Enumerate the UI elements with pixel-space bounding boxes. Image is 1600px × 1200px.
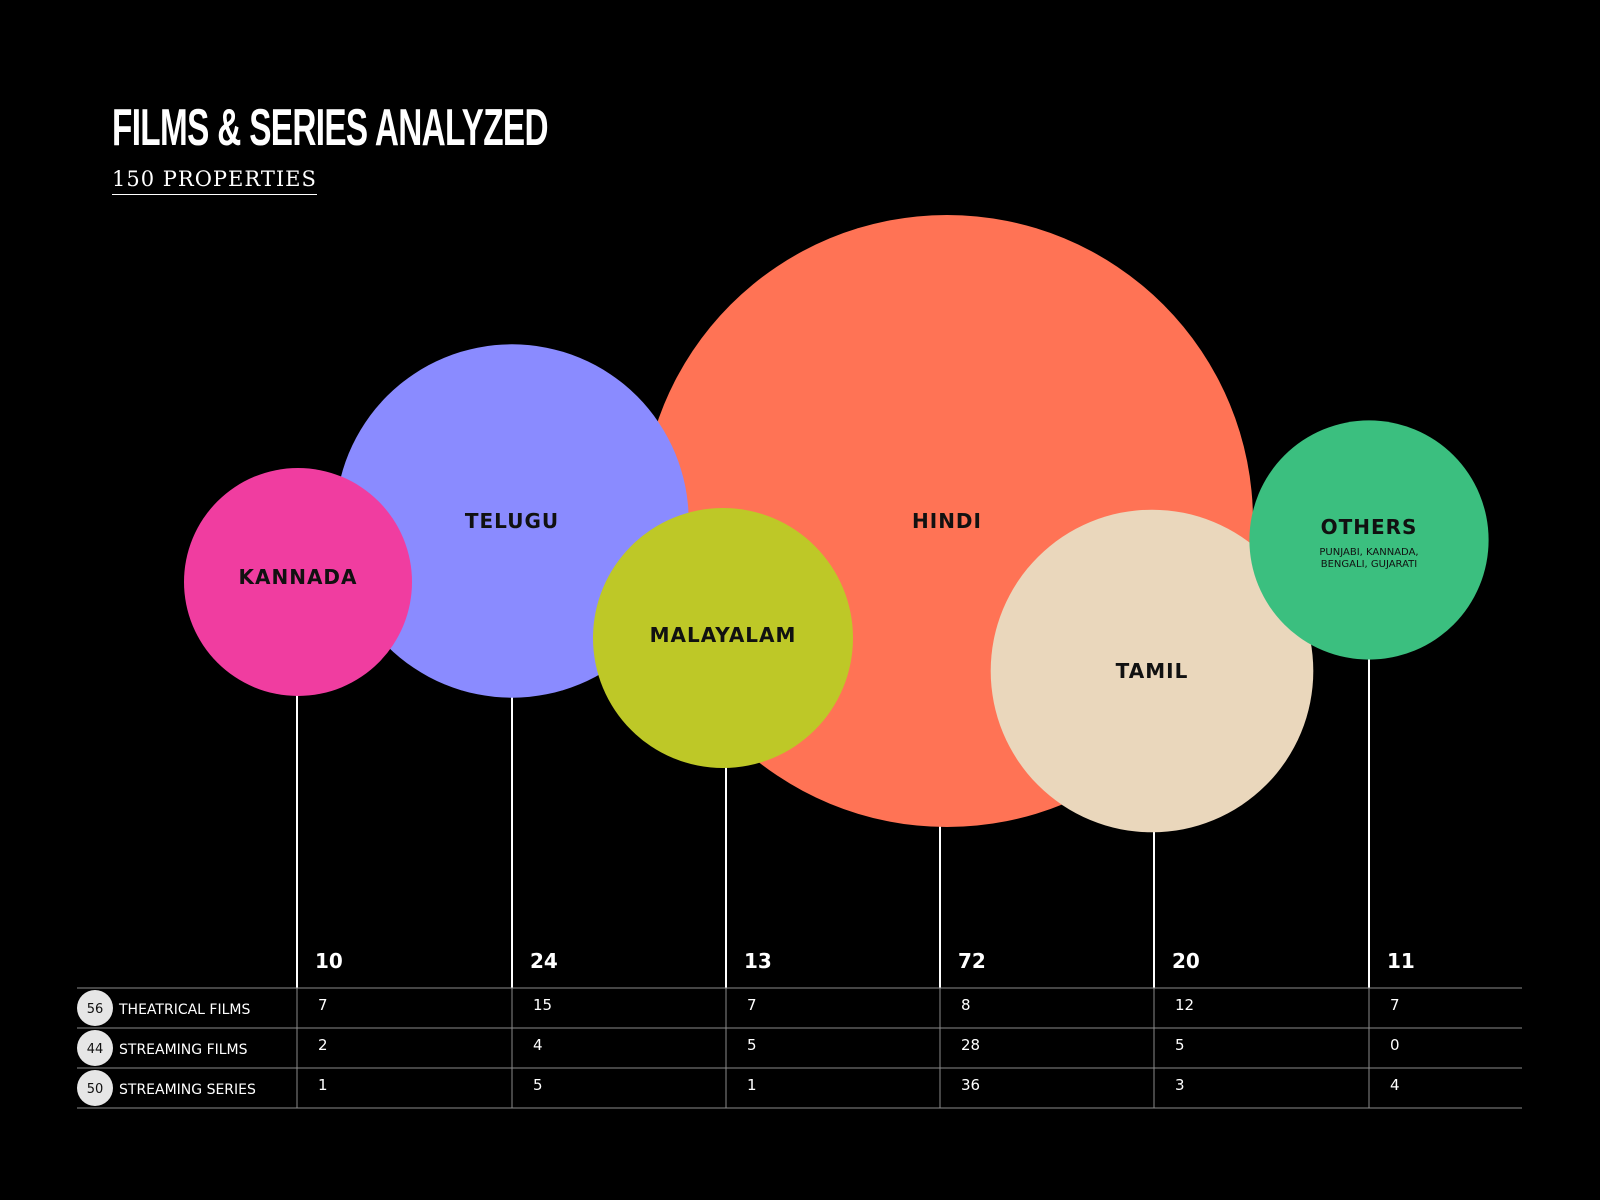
table-cell: 0 [1390,1036,1400,1054]
bubble-label-telugu: TELUGU [465,509,559,533]
table-cell: 15 [533,996,552,1014]
table-cell: 5 [533,1076,543,1094]
table-cell: 3 [1175,1076,1185,1094]
table-cell: 5 [747,1036,757,1054]
bubble-tamil [990,509,1314,833]
bubble-sublabel-line1: PUNJABI, KANNADA, [1319,547,1418,558]
row-total-2: 50 [87,1082,104,1097]
table-cell: 2 [318,1036,328,1054]
table-cell: 1 [747,1076,757,1094]
column-total-others: 11 [1387,949,1415,973]
table-cell: 36 [961,1076,980,1094]
bubble-kannada [184,468,412,696]
table-cell: 7 [747,996,757,1014]
column-total-telugu: 24 [530,949,558,973]
row-label-0: THEATRICAL FILMS [118,1002,250,1018]
table-cell: 7 [318,996,328,1014]
column-total-kannada: 10 [315,949,343,973]
bubble-label-hindi: HINDI [912,509,982,533]
bubble-label-malayalam: MALAYALAM [650,623,797,647]
row-total-badge-0 [77,990,113,1026]
table-cell: 5 [1175,1036,1185,1054]
bubble-label-kannada: KANNADA [238,565,357,589]
table-cell: 12 [1175,996,1194,1014]
table-cell: 4 [1390,1076,1400,1094]
row-total-1: 44 [87,1042,104,1057]
bubble-label-tamil: TAMIL [1116,659,1189,683]
bubble-label-others: OTHERS [1321,515,1418,539]
table-cell: 7 [1390,996,1400,1014]
table-cell: 4 [533,1036,543,1054]
row-total-0: 56 [87,1002,104,1017]
row-label-2: STREAMING SERIES [119,1082,256,1098]
table-cell: 28 [961,1036,980,1054]
column-total-tamil: 20 [1172,949,1200,973]
bubble-others [1249,420,1489,660]
row-total-badge-1 [77,1030,113,1066]
bubble-malayalam [593,508,853,768]
chart-title: FILMS & SERIES ANALYZED [112,99,548,157]
column-total-malayalam: 13 [744,949,772,973]
row-total-badge-2 [77,1070,113,1106]
table-cell: 8 [961,996,971,1014]
chart-subtitle: 150 PROPERTIES [112,166,317,195]
row-label-1: STREAMING FILMS [119,1042,248,1058]
column-total-hindi: 72 [958,949,986,973]
bubble-sublabel-line2: BENGALI, GUJARATI [1321,559,1417,570]
table-cell: 1 [318,1076,328,1094]
